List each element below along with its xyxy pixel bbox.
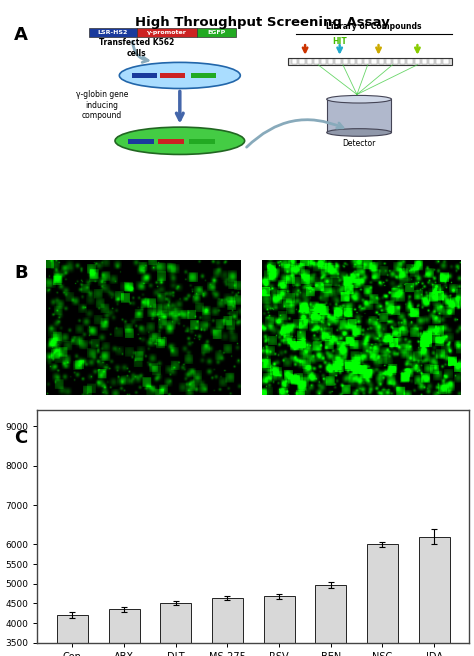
Bar (328, 58, 333, 64)
Bar (335, 58, 340, 64)
Bar (321, 58, 326, 64)
Bar (89, 28, 137, 37)
Bar (386, 58, 391, 64)
Bar (197, 28, 236, 37)
Text: C: C (14, 429, 27, 447)
Bar (292, 58, 297, 64)
Bar (419, 537, 450, 656)
Text: A: A (14, 26, 28, 43)
Bar (191, 73, 216, 78)
Bar (327, 99, 392, 133)
Text: Detector: Detector (342, 139, 376, 148)
Ellipse shape (327, 129, 392, 136)
Bar (189, 138, 215, 144)
Text: B: B (14, 264, 28, 282)
Text: HIT: HIT (332, 37, 347, 45)
Bar (132, 73, 157, 78)
Bar (137, 28, 197, 37)
Bar (367, 544, 398, 656)
Bar (371, 58, 376, 64)
Bar (128, 138, 154, 144)
Text: γ-promoter: γ-promoter (147, 30, 187, 35)
Bar (436, 58, 441, 64)
Bar (393, 58, 398, 64)
Bar (307, 58, 312, 64)
Ellipse shape (327, 95, 392, 103)
Bar (350, 58, 355, 64)
Text: High Throughput Screening Assay: High Throughput Screening Assay (135, 16, 389, 29)
Bar (415, 58, 419, 64)
Bar (300, 58, 304, 64)
Bar (357, 58, 362, 64)
Bar (160, 73, 185, 78)
Bar (429, 58, 434, 64)
Bar (407, 58, 412, 64)
Bar (422, 58, 427, 64)
Text: Library of Compounds: Library of Compounds (327, 22, 422, 31)
Bar (109, 609, 139, 656)
Bar (158, 138, 184, 144)
Text: EGFP: EGFP (208, 30, 226, 35)
Bar (314, 58, 319, 64)
Text: Transfected K562
cells: Transfected K562 cells (99, 39, 174, 58)
Ellipse shape (115, 127, 245, 154)
Text: LSR-HS2: LSR-HS2 (98, 30, 128, 35)
Bar (364, 58, 369, 64)
Bar (288, 58, 452, 65)
Bar (160, 603, 191, 656)
Text: γ-globin gene
inducing
compound: γ-globin gene inducing compound (76, 91, 128, 120)
Bar (443, 58, 448, 64)
Bar (400, 58, 405, 64)
Bar (264, 596, 295, 656)
Bar (57, 615, 88, 656)
Ellipse shape (119, 62, 240, 89)
Bar (379, 58, 384, 64)
Bar (315, 585, 346, 656)
Bar (343, 58, 348, 64)
Bar (212, 598, 243, 656)
